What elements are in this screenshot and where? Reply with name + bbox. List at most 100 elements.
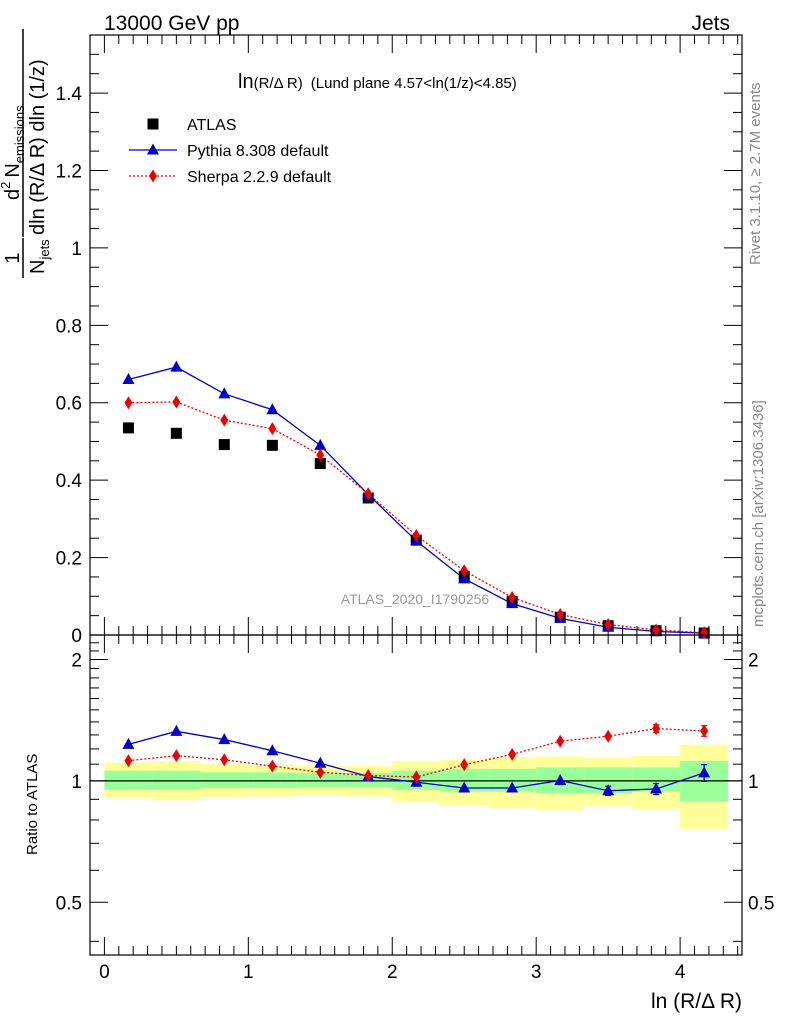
ratio-band-inner: [104, 770, 153, 790]
point-sherpa-2-2-9-default: [460, 564, 469, 578]
legend: ATLAS Pythia 8.308 default Sherpa 2.2.9 de…: [129, 117, 332, 186]
header-right: Jets: [691, 12, 730, 35]
point-pythia-8-308-default: [170, 360, 183, 372]
main-panel: 0 0.2 0.4 0.6 0.8 1 1.2 1.4: [56, 34, 743, 647]
ratio-band-inner: [296, 773, 345, 788]
legend-label-atlas: ATLAS: [187, 117, 237, 134]
main-y-tick-label: 0: [71, 626, 82, 647]
legend-marker-atlas: [147, 118, 159, 130]
ratio-y-tick-label: 1: [71, 772, 82, 793]
point-atlas: [314, 458, 326, 470]
ratio-point-sherpa-2-2-9-default: [364, 769, 373, 783]
point-sherpa-2-2-9-default: [604, 618, 613, 632]
x-tick-label: 3: [531, 962, 542, 983]
ratio-point-sherpa-2-2-9-default: [124, 754, 133, 768]
point-pythia-8-308-default: [218, 387, 231, 399]
ratio-point-pythia-8-308-default: [170, 724, 183, 736]
ratio-y-tick-label-right: 1: [748, 772, 759, 793]
ylabel-numerator-one: 1: [2, 252, 24, 263]
point-sherpa-2-2-9-default: [556, 607, 565, 621]
ratio-point-sherpa-2-2-9-default: [172, 749, 181, 763]
ratio-band-inner: [152, 770, 201, 790]
main-y-tick-label: 1.2: [56, 161, 82, 182]
ratio-point-pythia-8-308-default: [554, 774, 567, 786]
ratio-point-sherpa-2-2-9-default: [460, 758, 469, 772]
ylabel-njets: Njets: [27, 239, 52, 274]
point-pythia-8-308-default: [122, 373, 135, 385]
ratio-y-tick-label-right: 2: [748, 650, 759, 671]
ratio-point-pythia-8-308-default: [314, 756, 327, 768]
x-tick-label: 0: [99, 962, 110, 983]
ratio-band-inner: [248, 772, 297, 789]
ylabel-d: d: [2, 189, 24, 200]
point-sherpa-2-2-9-default: [700, 626, 709, 640]
ratio-point-pythia-8-308-default: [698, 766, 711, 778]
main-y-tick-label: 0.8: [56, 316, 82, 337]
analysis-watermark: ATLAS_2020_I1790256: [341, 591, 490, 607]
main-y-tick-label: 0.2: [56, 549, 82, 570]
point-sherpa-2-2-9-default: [412, 529, 421, 543]
x-tick-label: 1: [243, 962, 254, 983]
ratio-point-pythia-8-308-default: [506, 781, 519, 793]
ratio-y-tick-label-right: 0.5: [748, 893, 774, 914]
main-y-tick-label: 1: [71, 239, 82, 260]
point-atlas: [170, 427, 182, 439]
legend-label-sherpa-2-2-9-default: Sherpa 2.2.9 default: [187, 169, 332, 186]
ratio-point-sherpa-2-2-9-default: [508, 747, 517, 761]
ratio-point-sherpa-2-2-9-default: [412, 770, 421, 784]
point-sherpa-2-2-9-default: [316, 448, 325, 462]
ratio-point-sherpa-2-2-9-default: [268, 759, 277, 773]
ratio-point-pythia-8-308-default: [266, 744, 279, 756]
ylabel-emissions-sub: emissions: [12, 105, 27, 163]
ratio-point-sherpa-2-2-9-default: [604, 729, 613, 743]
point-atlas: [266, 439, 278, 451]
point-atlas: [218, 439, 230, 451]
point-pythia-8-308-default: [314, 438, 327, 450]
point-sherpa-2-2-9-default: [172, 395, 181, 409]
point-sherpa-2-2-9-default: [508, 590, 517, 604]
ratio-point-sherpa-2-2-9-default: [316, 765, 325, 779]
ratio-point-pythia-8-308-default: [122, 737, 135, 749]
ratio-point-pythia-8-308-default: [650, 782, 663, 794]
rivet-version-note: Rivet 3.1.10, ≥ 2.7M events: [747, 83, 764, 266]
ratio-point-pythia-8-308-default: [218, 733, 231, 745]
ylabel-n: N: [27, 260, 49, 274]
ratio-y-axis-label: Ratio to ATLAS: [24, 754, 41, 855]
ratio-panel: 0 1 2 3 4 0.5 0.5 1 1 2 2: [56, 634, 774, 983]
main-y-tick-label: 1.4: [56, 84, 83, 105]
main-y-axis-label: 1 Njets d2 Nemissions dln (R/Δ R) dln (1/…: [0, 29, 52, 278]
header-left: 13000 GeV pp: [104, 12, 239, 35]
point-sherpa-2-2-9-default: [220, 413, 229, 427]
legend-marker-pythia-8-308-default: [147, 143, 159, 155]
ratio-y-tick-label: 2: [71, 650, 82, 671]
ylabel-denominator: dln (R/Δ R) dln (1/z): [27, 59, 49, 235]
x-tick-label: 4: [675, 962, 686, 983]
point-pythia-8-308-default: [458, 572, 471, 584]
main-y-tick-label: 0.6: [56, 394, 82, 415]
ratio-point-pythia-8-308-default: [602, 784, 615, 796]
title-rdr: (R/Δ R): [254, 75, 303, 92]
ratio-point-sherpa-2-2-9-default: [556, 734, 565, 748]
mcplots-credit: mcplots.cern.ch [arXiv:1306.3436]: [750, 400, 767, 627]
ylabel-two-sup: 2: [0, 182, 13, 189]
ratio-frame: [89, 634, 743, 956]
ratio-point-sherpa-2-2-9-default: [700, 724, 709, 738]
ratio-point-sherpa-2-2-9-default: [652, 722, 661, 736]
ratio-band-inner: [200, 772, 249, 789]
x-tick-label: 2: [387, 962, 398, 983]
point-atlas: [122, 422, 134, 434]
ratio-y-tick-label: 0.5: [56, 893, 82, 914]
legend-label-pythia-8-308-default: Pythia 8.308 default: [187, 143, 329, 160]
ratio-point-sherpa-2-2-9-default: [220, 753, 229, 767]
point-sherpa-2-2-9-default: [124, 396, 133, 410]
ratio-point-pythia-8-308-default: [458, 781, 471, 793]
title-lund-range: (Lund plane 4.57<ln(1/z)<4.85): [311, 75, 517, 92]
ylabel-n2: N: [2, 163, 24, 177]
legend-marker-sherpa-2-2-9-default: [149, 169, 157, 183]
point-sherpa-2-2-9-default: [268, 422, 277, 436]
x-axis-label: ln (R/Δ R): [651, 990, 742, 1013]
main-y-tick-label: 0.4: [56, 471, 83, 492]
ylabel-jets-sub: jets: [37, 239, 52, 261]
point-sherpa-2-2-9-default: [364, 487, 373, 501]
